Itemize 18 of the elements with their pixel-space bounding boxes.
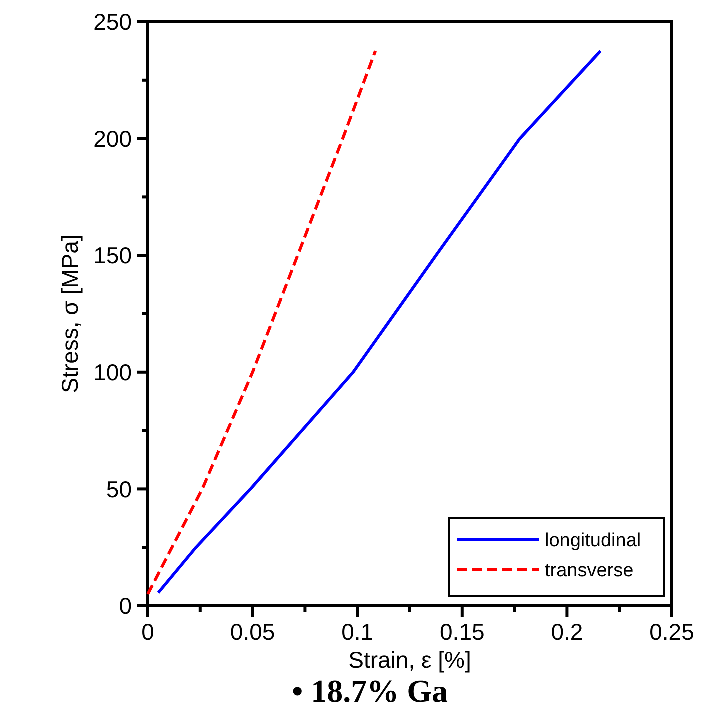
y-tick-label: 100 (94, 359, 132, 386)
x-tick-label: 0 (142, 619, 154, 645)
y-tick-label: 200 (94, 126, 132, 152)
x-tick-label: 0.15 (440, 619, 485, 645)
legend-label: longitudinal (545, 530, 642, 552)
y-tick-label: 0 (119, 593, 132, 620)
line-series (146, 50, 378, 596)
x-tick-label: 0.05 (230, 619, 276, 645)
y-tick-label: 250 (94, 9, 132, 36)
x-tick-label: 0.1 (342, 619, 374, 645)
x-tick-label: 0.25 (650, 619, 694, 645)
text: • 18.7% Ga (292, 673, 448, 709)
legend-label: transverse (545, 560, 634, 582)
y-tick-label: 50 (106, 476, 132, 502)
y-tick-label: 150 (94, 242, 132, 269)
x-tick-label: 0.2 (551, 619, 584, 645)
y-axis-title: Stress, σ [MPa] (57, 234, 83, 394)
x-axis-title: Strain, ε [%] (348, 647, 472, 673)
